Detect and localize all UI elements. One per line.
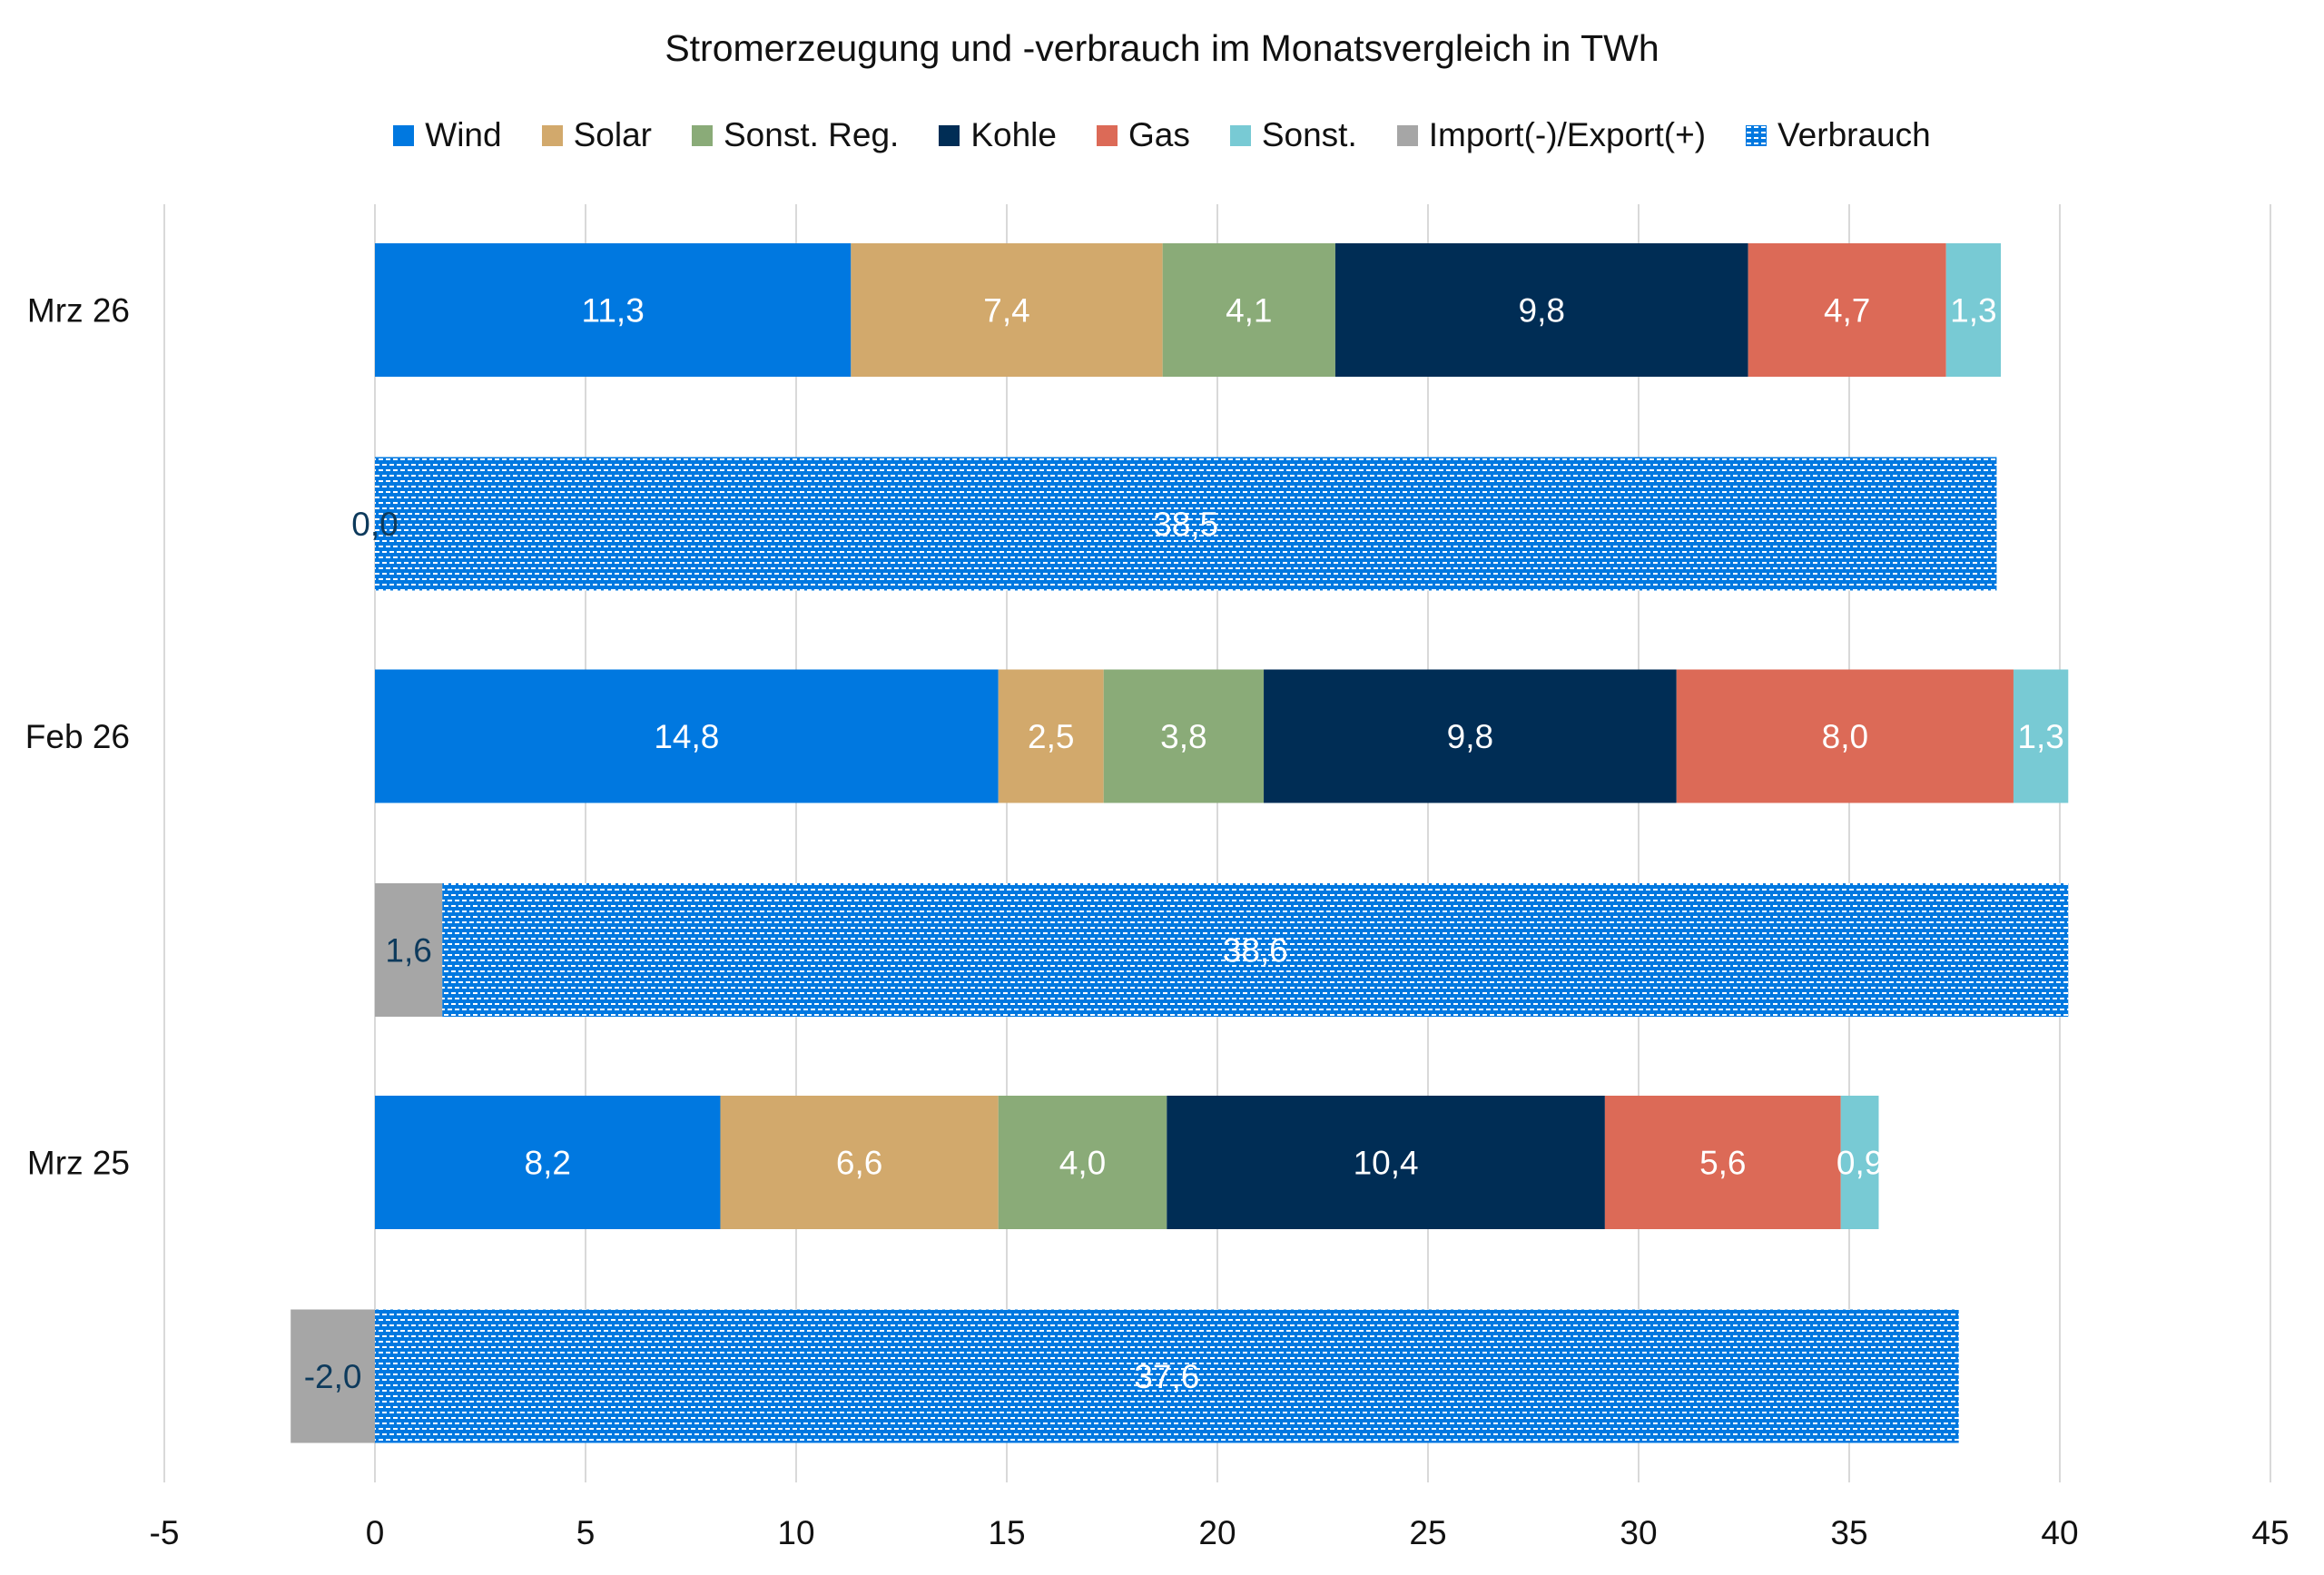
x-tick-label: -5 bbox=[150, 1514, 180, 1551]
bar-kohle-mrz-25[interactable] bbox=[1167, 1096, 1605, 1229]
legend-swatch-sonst bbox=[1229, 124, 1251, 146]
data-label-import-export-mrz-26: 0,0 bbox=[351, 506, 398, 543]
data-label-wind-feb-26: 14,8 bbox=[654, 718, 719, 755]
data-label-sonst-reg-feb-26: 3,8 bbox=[1160, 718, 1206, 755]
data-label-sonst-reg-mrz-26: 4,1 bbox=[1226, 292, 1272, 330]
data-label-verbrauch-mrz-26: 38,5 bbox=[1153, 506, 1218, 543]
legend-swatch-solar bbox=[541, 124, 563, 146]
x-tick-label: 25 bbox=[1409, 1514, 1446, 1551]
legend-swatch-gas bbox=[1096, 124, 1118, 146]
x-tick-label: 30 bbox=[1620, 1514, 1657, 1551]
bar-sonst-mrz-26[interactable] bbox=[1945, 243, 2002, 377]
legend-item-verbrauch[interactable]: Verbrauch bbox=[1746, 116, 1931, 154]
bar-sonst-reg-mrz-25[interactable] bbox=[998, 1096, 1167, 1229]
data-label-sonst-mrz-26: 1,3 bbox=[1950, 292, 1996, 330]
legend-swatch-import-export bbox=[1396, 124, 1418, 146]
gridlines bbox=[163, 204, 2271, 1482]
data-label-sonst-mrz-25: 0,9 bbox=[1837, 1145, 1883, 1182]
bar-gas-mrz-26[interactable] bbox=[1748, 243, 1946, 377]
bar-verbrauch-mrz-26[interactable] bbox=[375, 457, 1997, 591]
data-label-gas-mrz-25: 5,6 bbox=[1699, 1145, 1746, 1182]
legend-label: Kohle bbox=[970, 116, 1057, 153]
legend: Wind Solar Sonst. Reg. Kohle Gas Sonst. Import… bbox=[0, 116, 2324, 154]
bar-gas-mrz-25[interactable] bbox=[1604, 1096, 1841, 1229]
data-labels: 11,3 7,4 4,1 9,8 4,7 1,3 0,0 38,5 14,8 2,5 3,8 9,8 8… bbox=[304, 292, 2064, 1396]
data-label-solar-mrz-25: 6,6 bbox=[836, 1145, 882, 1182]
data-label-solar-feb-26: 2,5 bbox=[1028, 718, 1074, 755]
bar-wind-mrz-26[interactable] bbox=[375, 243, 852, 377]
data-label-wind-mrz-26: 11,3 bbox=[582, 292, 645, 330]
x-tick-label: 35 bbox=[1830, 1514, 1867, 1551]
bar-wind-feb-26[interactable] bbox=[375, 669, 999, 803]
legend-swatch-sonst-reg bbox=[691, 124, 713, 146]
data-label-kohle-mrz-26: 9,8 bbox=[1519, 292, 1565, 330]
x-tick-label: 20 bbox=[1198, 1514, 1236, 1551]
data-label-verbrauch-mrz-25: 37,6 bbox=[1134, 1358, 1199, 1395]
bar-sonst-mrz-25[interactable] bbox=[1840, 1096, 1879, 1229]
bar-wind-mrz-25[interactable] bbox=[375, 1096, 721, 1229]
legend-label: Wind bbox=[425, 116, 502, 153]
bars bbox=[290, 243, 2069, 1443]
legend-swatch-verbrauch bbox=[1746, 124, 1768, 146]
legend-item-solar[interactable]: Solar bbox=[541, 116, 652, 154]
data-label-sonst-feb-26: 1,3 bbox=[2017, 718, 2063, 755]
legend-swatch-kohle bbox=[939, 124, 960, 146]
category-label: Mrz 26 bbox=[27, 292, 130, 330]
legend-item-kohle[interactable]: Kohle bbox=[939, 116, 1057, 154]
data-label-wind-mrz-25: 8,2 bbox=[525, 1145, 571, 1182]
bar-solar-mrz-25[interactable] bbox=[720, 1096, 999, 1229]
chart-title: Stromerzeugung und -verbrauch im Monatsv… bbox=[665, 27, 1659, 69]
category-axis: Mrz 26 Feb 26 Mrz 25 bbox=[25, 292, 130, 1182]
x-tick-label: 5 bbox=[576, 1514, 596, 1551]
data-label-import-export-feb-26: 1,6 bbox=[385, 932, 431, 970]
legend-swatch-wind bbox=[393, 124, 415, 146]
bar-sonst-reg-feb-26[interactable] bbox=[1103, 669, 1265, 803]
bar-kohle-mrz-26[interactable] bbox=[1334, 243, 1748, 377]
bar-import-export-mrz-25[interactable] bbox=[290, 1309, 375, 1443]
legend-label: Verbrauch bbox=[1777, 116, 1931, 153]
legend-label: Solar bbox=[573, 116, 652, 153]
legend-label: Import(-)/Export(+) bbox=[1428, 116, 1707, 153]
legend-item-import-export[interactable]: Import(-)/Export(+) bbox=[1396, 116, 1707, 154]
legend-label: Sonst. Reg. bbox=[723, 116, 900, 153]
value-axis: -5 0 5 10 15 20 25 30 35 40 45 bbox=[150, 1514, 2290, 1551]
legend-item-sonst-reg[interactable]: Sonst. Reg. bbox=[691, 116, 900, 154]
data-label-kohle-mrz-25: 10,4 bbox=[1354, 1145, 1419, 1182]
data-label-gas-feb-26: 8,0 bbox=[1822, 718, 1868, 755]
bar-import-export-feb-26[interactable] bbox=[375, 883, 443, 1017]
x-tick-label: 0 bbox=[366, 1514, 385, 1551]
x-tick-label: 45 bbox=[2251, 1514, 2289, 1551]
bar-sonst-reg-mrz-26[interactable] bbox=[1162, 243, 1335, 377]
legend-item-gas[interactable]: Gas bbox=[1096, 116, 1190, 154]
legend-label: Gas bbox=[1128, 116, 1190, 153]
category-label: Feb 26 bbox=[25, 718, 130, 755]
x-tick-label: 40 bbox=[2041, 1514, 2078, 1551]
data-label-import-export-mrz-25: -2,0 bbox=[304, 1358, 362, 1395]
data-label-gas-mrz-26: 4,7 bbox=[1824, 292, 1870, 330]
bar-sonst-feb-26[interactable] bbox=[2013, 669, 2069, 803]
category-label: Mrz 25 bbox=[27, 1145, 130, 1182]
bar-gas-feb-26[interactable] bbox=[1676, 669, 2014, 803]
x-tick-label: 15 bbox=[988, 1514, 1025, 1551]
data-label-verbrauch-feb-26: 38,6 bbox=[1223, 932, 1288, 970]
data-label-solar-mrz-26: 7,4 bbox=[983, 292, 1029, 330]
legend-label: Sonst. bbox=[1261, 116, 1357, 153]
x-tick-label: 10 bbox=[777, 1514, 814, 1551]
legend-item-wind[interactable]: Wind bbox=[393, 116, 502, 154]
bar-kohle-feb-26[interactable] bbox=[1264, 669, 1677, 803]
data-label-kohle-feb-26: 9,8 bbox=[1447, 718, 1493, 755]
bar-solar-mrz-26[interactable] bbox=[851, 243, 1163, 377]
legend-item-sonst[interactable]: Sonst. bbox=[1229, 116, 1357, 154]
bar-verbrauch-feb-26[interactable] bbox=[442, 883, 2069, 1017]
bar-solar-feb-26[interactable] bbox=[998, 669, 1104, 803]
bar-verbrauch-mrz-25[interactable] bbox=[375, 1309, 1959, 1443]
data-label-sonst-reg-mrz-25: 4,0 bbox=[1059, 1145, 1106, 1182]
